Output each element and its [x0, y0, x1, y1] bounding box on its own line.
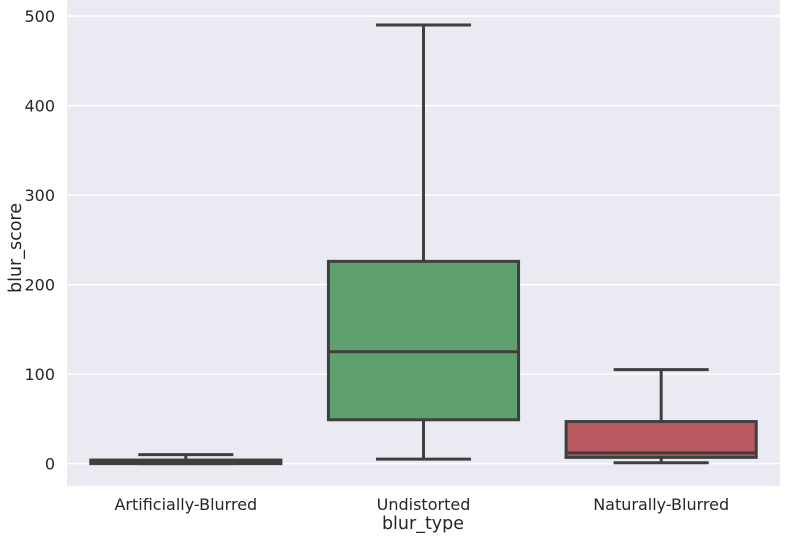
- box-iqr: [326, 259, 521, 422]
- x-tick-label: Undistorted: [377, 495, 471, 514]
- box-naturally-blurred: [564, 368, 758, 465]
- x-tick-label: Naturally-Blurred: [593, 495, 729, 514]
- x-tick-labels: Artificially-Blurred Undistorted Naturally…: [114, 495, 729, 514]
- box-artificially-blurred: [89, 453, 283, 466]
- y-tick-labels: 0 100 200 300 400 500: [24, 7, 55, 474]
- y-axis-label: blur_score: [6, 203, 26, 293]
- y-tick-label: 500: [24, 7, 55, 26]
- y-tick-label: 400: [24, 97, 55, 116]
- box-undistorted: [326, 23, 521, 461]
- x-tick-label: Artificially-Blurred: [114, 495, 257, 514]
- y-tick-label: 200: [24, 276, 55, 295]
- y-tick-label: 0: [45, 455, 55, 474]
- x-axis-label: blur_type: [382, 514, 464, 534]
- y-tick-label: 300: [24, 186, 55, 205]
- y-tick-label: 100: [24, 365, 55, 384]
- boxes: [89, 23, 758, 466]
